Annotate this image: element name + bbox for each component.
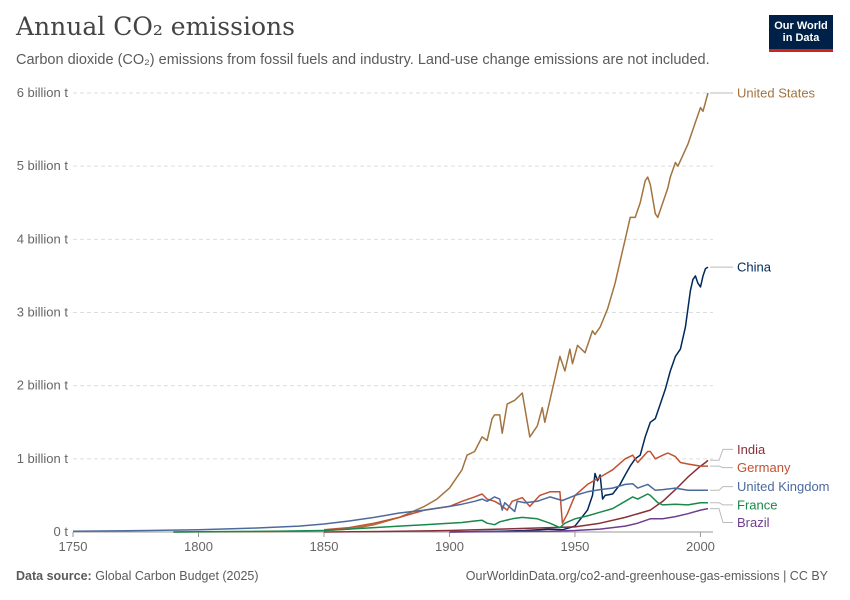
y-tick-label-0: 0 t bbox=[54, 524, 69, 539]
y-tick-label-5: 5 billion t bbox=[17, 158, 69, 173]
y-tick-label-6: 6 billion t bbox=[17, 85, 69, 100]
source-url[interactable]: OurWorldinData.org/co2-and-greenhouse-ga… bbox=[465, 569, 828, 583]
series-leader-brazil bbox=[709, 508, 733, 523]
x-tick-label-4: 1950 bbox=[560, 539, 589, 554]
series-line-united-kingdom bbox=[72, 482, 708, 533]
series-leader-india bbox=[709, 448, 733, 461]
logo-line-1: Our World bbox=[774, 20, 828, 32]
x-tick-label-1: 1800 bbox=[184, 539, 213, 554]
x-tick-label-0: 1750 bbox=[59, 539, 88, 554]
y-tick-label-2: 2 billion t bbox=[17, 378, 69, 393]
series-label-india: India bbox=[737, 442, 766, 457]
series-label-germany: Germany bbox=[737, 460, 791, 475]
x-tick-label-2: 1850 bbox=[310, 539, 339, 554]
series-line-china bbox=[449, 266, 709, 533]
data-source-value[interactable]: Global Carbon Budget (2025) bbox=[95, 569, 259, 583]
series-line-brazil bbox=[449, 507, 709, 533]
series-line-united-states bbox=[173, 92, 709, 533]
logo-line-2: in Data bbox=[782, 32, 820, 44]
chart-subtitle: Carbon dioxide (CO₂) emissions from foss… bbox=[16, 52, 710, 68]
series-leader-germany bbox=[709, 465, 733, 469]
y-tick-label-1: 1 billion t bbox=[17, 451, 69, 466]
data-source: Data source: Global Carbon Budget (2025) bbox=[16, 569, 259, 583]
x-tick-label-3: 1900 bbox=[435, 539, 464, 554]
series-label-brazil: Brazil bbox=[737, 515, 770, 530]
owid-logo[interactable]: Our World in Data bbox=[769, 15, 833, 52]
series-leader-france bbox=[709, 502, 733, 506]
series-label-united-kingdom: United Kingdom bbox=[737, 479, 830, 494]
data-source-label: Data source: bbox=[16, 569, 92, 583]
series-label-china: China bbox=[737, 260, 772, 275]
series-leader-united-kingdom bbox=[709, 486, 733, 491]
y-tick-label-3: 3 billion t bbox=[17, 305, 69, 320]
series-label-united-states: United States bbox=[737, 86, 816, 101]
series-line-germany bbox=[323, 450, 708, 531]
series-label-france: France bbox=[737, 497, 777, 512]
x-tick-label-5: 2000 bbox=[686, 539, 715, 554]
y-tick-label-4: 4 billion t bbox=[17, 231, 69, 246]
series-line-india bbox=[323, 459, 709, 533]
series-line-france bbox=[173, 493, 708, 533]
chart-title: Annual CO₂ emissions bbox=[16, 12, 295, 41]
